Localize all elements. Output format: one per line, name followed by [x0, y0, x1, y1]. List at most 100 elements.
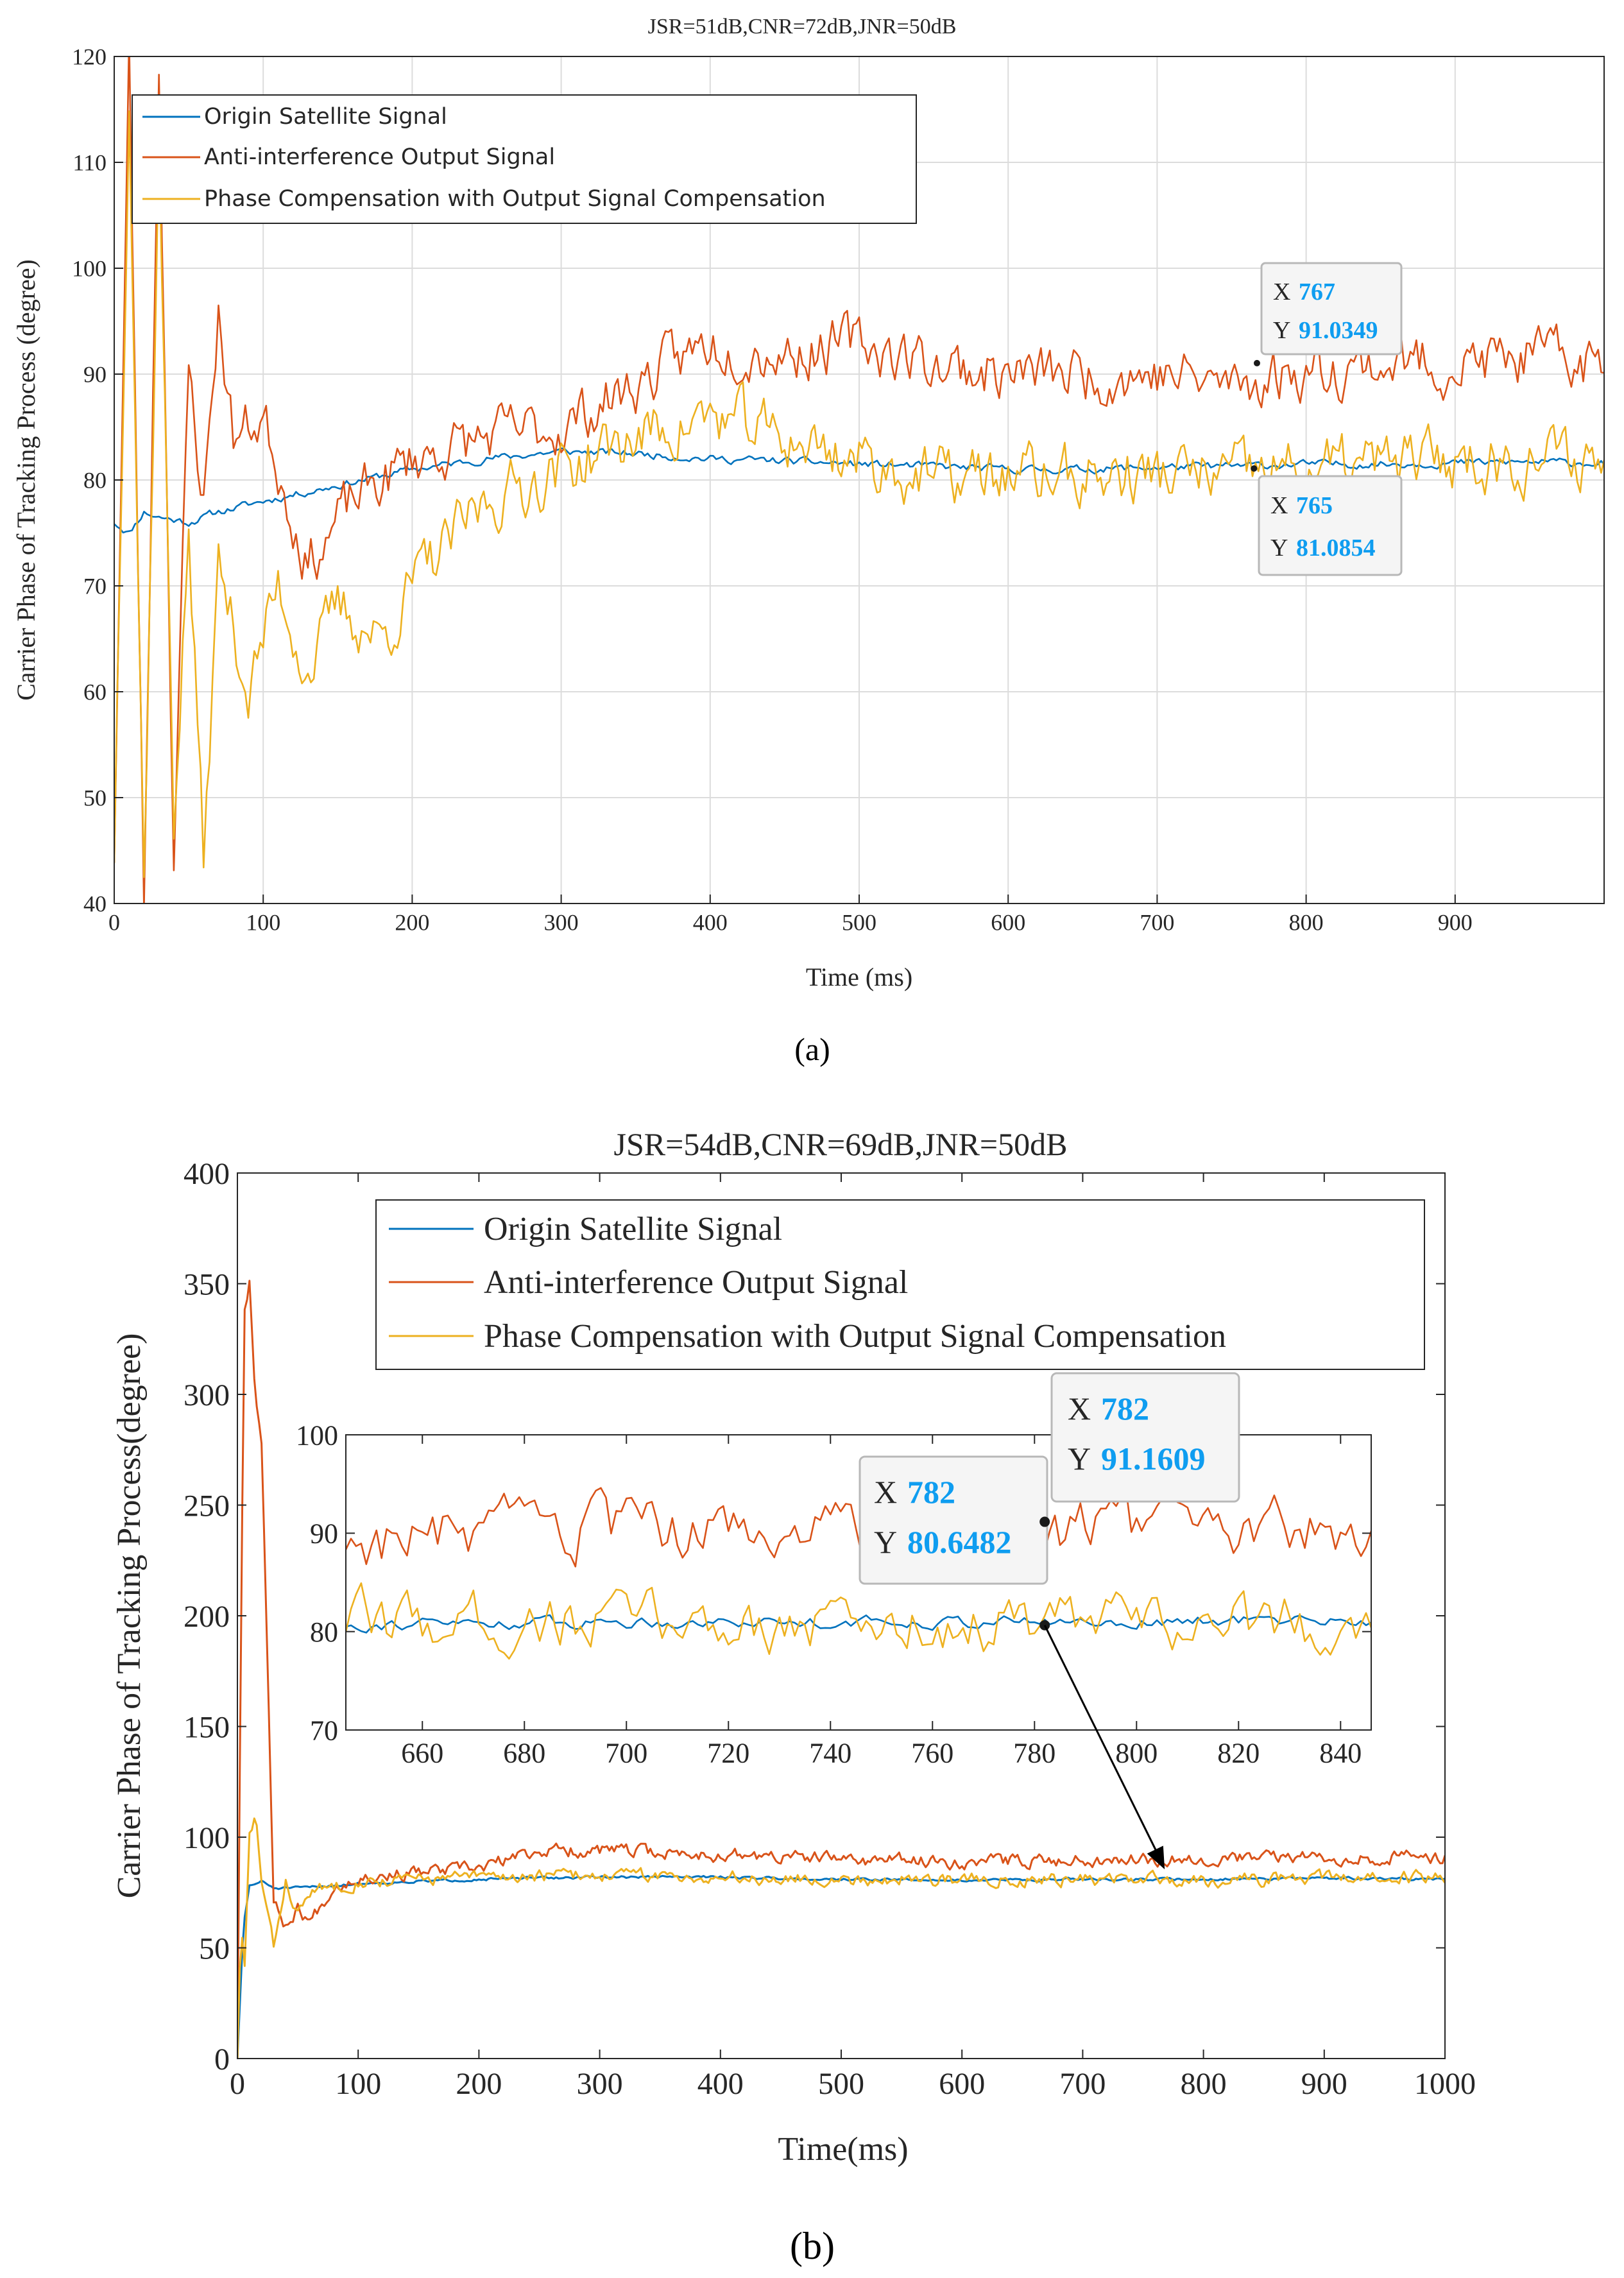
- panel-b-series-anti: [237, 1280, 1445, 2059]
- datatip-a2-xvalue: 765: [1296, 492, 1333, 519]
- datatip-a2-ylabel: Y: [1270, 535, 1288, 561]
- panel-b-ytick-label: 0: [214, 2042, 230, 2077]
- panel-b-datatip-1: X 782 Y 91.1609: [1050, 1372, 1240, 1503]
- panel-a-xtick-label: 500: [842, 909, 876, 935]
- panel-b-xtick-label: 500: [818, 2067, 864, 2101]
- inset-xtick-label: 840: [1319, 1738, 1362, 1769]
- inset-series-phase: [346, 1582, 1371, 1660]
- panel-b-ylabel: Carrier Phase of Tracking Process(degree…: [111, 1333, 148, 1899]
- panel-b-datatip-2: X 782 Y 80.6482: [859, 1455, 1048, 1585]
- panel-b-xtick-label: 200: [456, 2067, 502, 2101]
- panel-a-datatip-marker: [1251, 465, 1258, 472]
- panel-a-legend: Origin Satellite Signal Anti-interferenc…: [132, 94, 917, 224]
- panel-a-xtick-label: 700: [1140, 909, 1174, 935]
- panel-b-xtick-label: 1000: [1414, 2067, 1476, 2101]
- panel-a: JSR=51dB,CNR=72dB,JNR=50dB 0 100 200 300 400…: [12, 15, 1605, 1067]
- panel-a-xlabel: Time (ms): [806, 963, 912, 991]
- panel-b-xtick-label: 900: [1301, 2067, 1347, 2101]
- panel-a-ytick-label: 90: [83, 362, 107, 388]
- panel-b-title: JSR=54dB,CNR=69dB,JNR=50dB: [614, 1126, 1068, 1162]
- legend-b-label-anti: Anti-interference Output Signal: [484, 1264, 908, 1301]
- datatip-a2-yvalue: 81.0854: [1296, 535, 1376, 561]
- panel-a-ytick-label: 80: [83, 468, 107, 493]
- panel-b-ytick-label: 50: [199, 1931, 230, 1965]
- panel-b-xtick-label: 800: [1181, 2067, 1227, 2101]
- panel-b-caption: (b): [790, 2225, 835, 2267]
- datatip-a1-xvalue: 767: [1299, 278, 1335, 305]
- panel-b-ytick-label: 250: [184, 1489, 230, 1523]
- panel-b-ytick-label: 200: [184, 1600, 230, 1634]
- inset-xtick-label: 800: [1115, 1738, 1158, 1769]
- panel-b-ytick-label: 300: [184, 1378, 230, 1412]
- inset-xtick-label: 740: [809, 1738, 851, 1769]
- panel-b-series-phase: [237, 1817, 1445, 2059]
- inset-xtick-label: 700: [605, 1738, 647, 1769]
- panel-a-xtick-label: 100: [246, 909, 280, 935]
- panel-a-ytick-label: 70: [83, 574, 107, 599]
- panel-a-ytick-label: 100: [72, 256, 107, 282]
- panel-a-datatip-2: X 765 Y 81.0854: [1258, 475, 1403, 576]
- datatip-b1-xlabel: X: [1068, 1391, 1091, 1426]
- datatip-b2-xvalue: 782: [907, 1474, 955, 1510]
- panel-a-xtick-label: 300: [544, 909, 579, 935]
- inset-ytick-label: 100: [296, 1419, 338, 1451]
- inset-xtick-label: 760: [911, 1738, 953, 1769]
- datatip-a2-xlabel: X: [1270, 492, 1288, 519]
- panel-a-datatip-marker: [1253, 359, 1260, 366]
- panel-b-series-origin: [237, 1874, 1445, 2059]
- inset-series-origin: [346, 1614, 1371, 1634]
- datatip-b1-xvalue: 782: [1101, 1391, 1149, 1426]
- inset-xtick-label: 680: [503, 1738, 545, 1769]
- panel-a-ytick-label: 50: [83, 785, 107, 811]
- legend-b-label-phase: Phase Compensation with Output Signal Co…: [484, 1318, 1226, 1355]
- panel-a-ytick-label: 60: [83, 680, 107, 705]
- panel-b-xtick-label: 400: [697, 2067, 744, 2101]
- datatip-b2-ylabel: Y: [874, 1524, 897, 1560]
- panel-b-xtick-label: 300: [577, 2067, 623, 2101]
- inset-xtick-label: 780: [1013, 1738, 1056, 1769]
- panel-b: JSR=54dB,CNR=69dB,JNR=50dB 0 100 200 300 400…: [111, 1126, 1476, 2267]
- panel-b-xtick-label: 600: [939, 2067, 985, 2101]
- panel-a-title: JSR=51dB,CNR=72dB,JNR=50dB: [648, 15, 957, 39]
- panel-a-datatip-1: X 767 Y 91.0349: [1260, 262, 1403, 355]
- legend-a-label-phase: Phase Compensation with Output Signal Co…: [204, 186, 826, 212]
- panel-a-series-anti: [114, 56, 1604, 903]
- datatip-a1-xlabel: X: [1273, 278, 1290, 305]
- panel-a-ytick-label: 40: [83, 891, 107, 917]
- inset-xtick-label: 660: [401, 1738, 443, 1769]
- zoom-arrow: [1043, 1625, 1162, 1861]
- datatip-b2-xlabel: X: [874, 1474, 897, 1510]
- inset-axes-box: [345, 1434, 1372, 1731]
- datatip-a1-ylabel: Y: [1273, 317, 1290, 344]
- legend-a-label-origin: Origin Satellite Signal: [204, 104, 447, 130]
- panel-a-series-phase: [114, 110, 1604, 878]
- inset-series-anti: [346, 1485, 1371, 1568]
- datatip-b1-yvalue: 91.1609: [1101, 1441, 1206, 1477]
- inset-datatip-marker-upper: [1039, 1516, 1050, 1527]
- datatip-b2-yvalue: 80.6482: [907, 1524, 1012, 1560]
- panel-a-ytick-label: 110: [73, 150, 107, 176]
- panel-b-xtick-label: 700: [1059, 2067, 1106, 2101]
- inset-ytick-label: 70: [310, 1715, 338, 1746]
- panel-a-xtick-label: 600: [991, 909, 1025, 935]
- panel-a-xtick-label: 200: [395, 909, 429, 935]
- panel-b-ytick-label: 350: [184, 1267, 230, 1301]
- panel-b-xlabel: Time(ms): [778, 2131, 908, 2168]
- panel-b-xtick-label: 0: [230, 2067, 245, 2101]
- zoom-arrow-head: [1147, 1846, 1165, 1870]
- inset-xtick-label: 720: [707, 1738, 749, 1769]
- panel-a-xtick-label: 0: [108, 909, 120, 935]
- inset-ytick-label: 90: [310, 1518, 338, 1550]
- legend-b-label-origin: Origin Satellite Signal: [484, 1211, 782, 1247]
- panel-a-caption: (a): [794, 1031, 830, 1067]
- inset-xtick-label: 820: [1217, 1738, 1260, 1769]
- datatip-a1-yvalue: 91.0349: [1299, 317, 1378, 344]
- panel-a-xtick-label: 400: [693, 909, 728, 935]
- panel-b-ytick-label: 100: [184, 1821, 230, 1855]
- legend-a-label-anti: Anti-interference Output Signal: [204, 144, 555, 170]
- panel-a-ytick-label: 120: [72, 44, 107, 70]
- panel-b-legend: Origin Satellite Signal Anti-interferenc…: [375, 1199, 1425, 1370]
- panel-b-ytick-label: 150: [184, 1710, 230, 1744]
- panel-a-ylabel: Carrier Phase of Tracking Process (degre…: [12, 259, 40, 701]
